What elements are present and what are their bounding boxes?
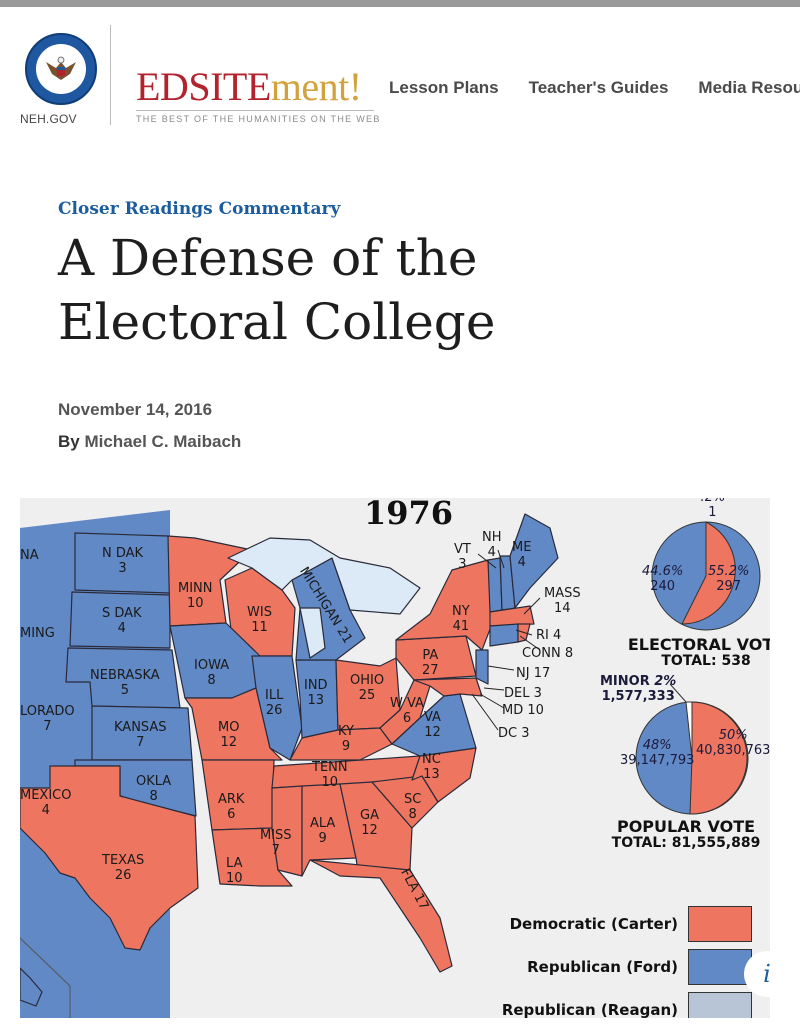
popular-rep-label: 48% 39,147,793 <box>620 738 695 768</box>
popular-total: TOTAL: 81,555,889 <box>611 835 761 851</box>
state-label: ARK 6 <box>218 792 245 822</box>
legend-item-republican-reagan: Republican (Reagan) <box>502 988 752 1018</box>
state-label: OHIO 25 <box>350 673 385 703</box>
state-label: DEL 3 <box>504 686 542 701</box>
state-label: GA 12 <box>360 808 379 838</box>
state-label: ILL 26 <box>265 688 284 718</box>
state-label: S DAK 4 <box>102 606 142 636</box>
state-label: ME 4 <box>512 540 532 570</box>
state-label: TEXAS 26 <box>102 853 145 883</box>
edsitement-logo-link[interactable]: EDSITEment! THE BEST OF THE HUMANITIES O… <box>136 67 381 124</box>
state-label: IOWA 8 <box>194 658 230 688</box>
brand-ment: ment! <box>270 64 362 109</box>
state-label: VA 12 <box>424 710 441 740</box>
popular-caption: POPULAR VOTE <box>616 817 756 836</box>
state-label: MO 12 <box>218 720 240 750</box>
state-label: KANSAS 7 <box>114 720 167 750</box>
brand-rule <box>136 110 374 111</box>
header-divider <box>110 25 111 125</box>
popular-minor-label: MINOR 2% 1,577,333 <box>600 674 677 704</box>
map-legend: Democratic (Carter) Republican (Ford) Re… <box>502 902 752 1018</box>
neh-label: NEH.GOV <box>20 112 77 126</box>
state-label: MISS 7 <box>260 828 292 858</box>
brand-name: EDSITEment! <box>136 67 381 107</box>
electoral-rep-label: 44.6% 240 <box>642 564 684 594</box>
page-title: A Defense of the Electoral College <box>58 229 496 351</box>
legend-item-democratic: Democratic (Carter) <box>502 902 752 945</box>
nav-lesson-plans[interactable]: Lesson Plans <box>389 78 499 97</box>
legend-item-republican-ford: Republican (Ford) <box>502 945 752 988</box>
brand-tagline: THE BEST OF THE HUMANITIES ON THE WEB <box>136 114 381 124</box>
electoral-dem-label: 55.2% 297 <box>708 564 750 594</box>
state-label: VT 3 <box>454 542 471 572</box>
state-label: CONN 8 <box>522 646 574 661</box>
neh-logo-link[interactable]: NEH.GOV <box>18 33 106 129</box>
state-label: MING <box>20 626 55 641</box>
state-label: MEXICO 4 <box>20 788 72 818</box>
top-rule <box>0 0 800 7</box>
state-label: NY 41 <box>452 604 470 634</box>
state-label: DC 3 <box>498 726 530 741</box>
info-icon: i <box>763 960 771 988</box>
eagle-icon <box>46 56 76 80</box>
state-label: NC 13 <box>422 752 441 782</box>
article-kicker-link[interactable]: Closer Readings Commentary <box>58 199 341 219</box>
state-label: KY 9 <box>338 724 355 754</box>
state-label: MINN 10 <box>178 581 213 611</box>
state-label: LA 10 <box>226 856 243 886</box>
legend-swatch <box>688 948 752 985</box>
us-map-graphic <box>20 510 761 1018</box>
state-label: NJ 17 <box>516 666 551 681</box>
state-label: ALA 9 <box>310 816 336 846</box>
legend-swatch <box>688 991 752 1018</box>
state-label: LORADO 7 <box>20 704 75 734</box>
state-label: NEBRASKA 5 <box>90 668 160 698</box>
electoral-minor-label: .2%1 <box>700 498 725 520</box>
main-nav: Lesson Plans Teacher's Guides Media Reso… <box>389 78 800 98</box>
author-link[interactable]: Michael C. Maibach <box>84 432 242 451</box>
byline: By Michael C. Maibach <box>58 432 241 452</box>
electoral-caption: ELECTORAL VOTE <box>627 635 770 654</box>
popular-dem-label: 50% 40,830,763 <box>696 728 770 758</box>
image-info-button[interactable]: i <box>744 951 790 997</box>
legend-swatch <box>688 905 752 942</box>
electoral-map-figure: 1976 NA N DAK 3 MINN 10 WIS 11 MICHIGAN 21 … <box>20 498 770 1018</box>
state-label: OKLA 8 <box>136 774 172 804</box>
state-label: WIS 11 <box>247 605 272 635</box>
brand-ed: EDSITE <box>136 64 271 109</box>
nav-teachers-guides[interactable]: Teacher's Guides <box>528 78 669 97</box>
state-label: RI 4 <box>536 628 562 643</box>
article-date: November 14, 2016 <box>58 400 213 419</box>
map-year: 1976 <box>364 498 454 532</box>
popular-pie <box>635 683 749 815</box>
state-label: N DAK 3 <box>102 546 144 576</box>
by-label: By <box>58 432 80 451</box>
state-label: IND 13 <box>304 678 328 708</box>
state-label: NH 4 <box>482 530 502 560</box>
nav-media-resources[interactable]: Media Resources <box>698 78 800 97</box>
state-label: PA 27 <box>422 648 439 678</box>
state-label: SC 8 <box>404 792 422 822</box>
state-label: MASS 14 <box>544 586 581 616</box>
state-label: W VA 6 <box>390 696 424 726</box>
electoral-pie <box>651 521 761 631</box>
state-label: MD 10 <box>502 703 544 718</box>
neh-seal-icon <box>25 33 97 105</box>
state-label: NA <box>20 548 39 563</box>
site-header: NEH.GOV EDSITEment! THE BEST OF THE HUMA… <box>0 7 800 137</box>
state-label: TENN 10 <box>312 760 348 790</box>
electoral-total: TOTAL: 538 <box>661 653 751 669</box>
